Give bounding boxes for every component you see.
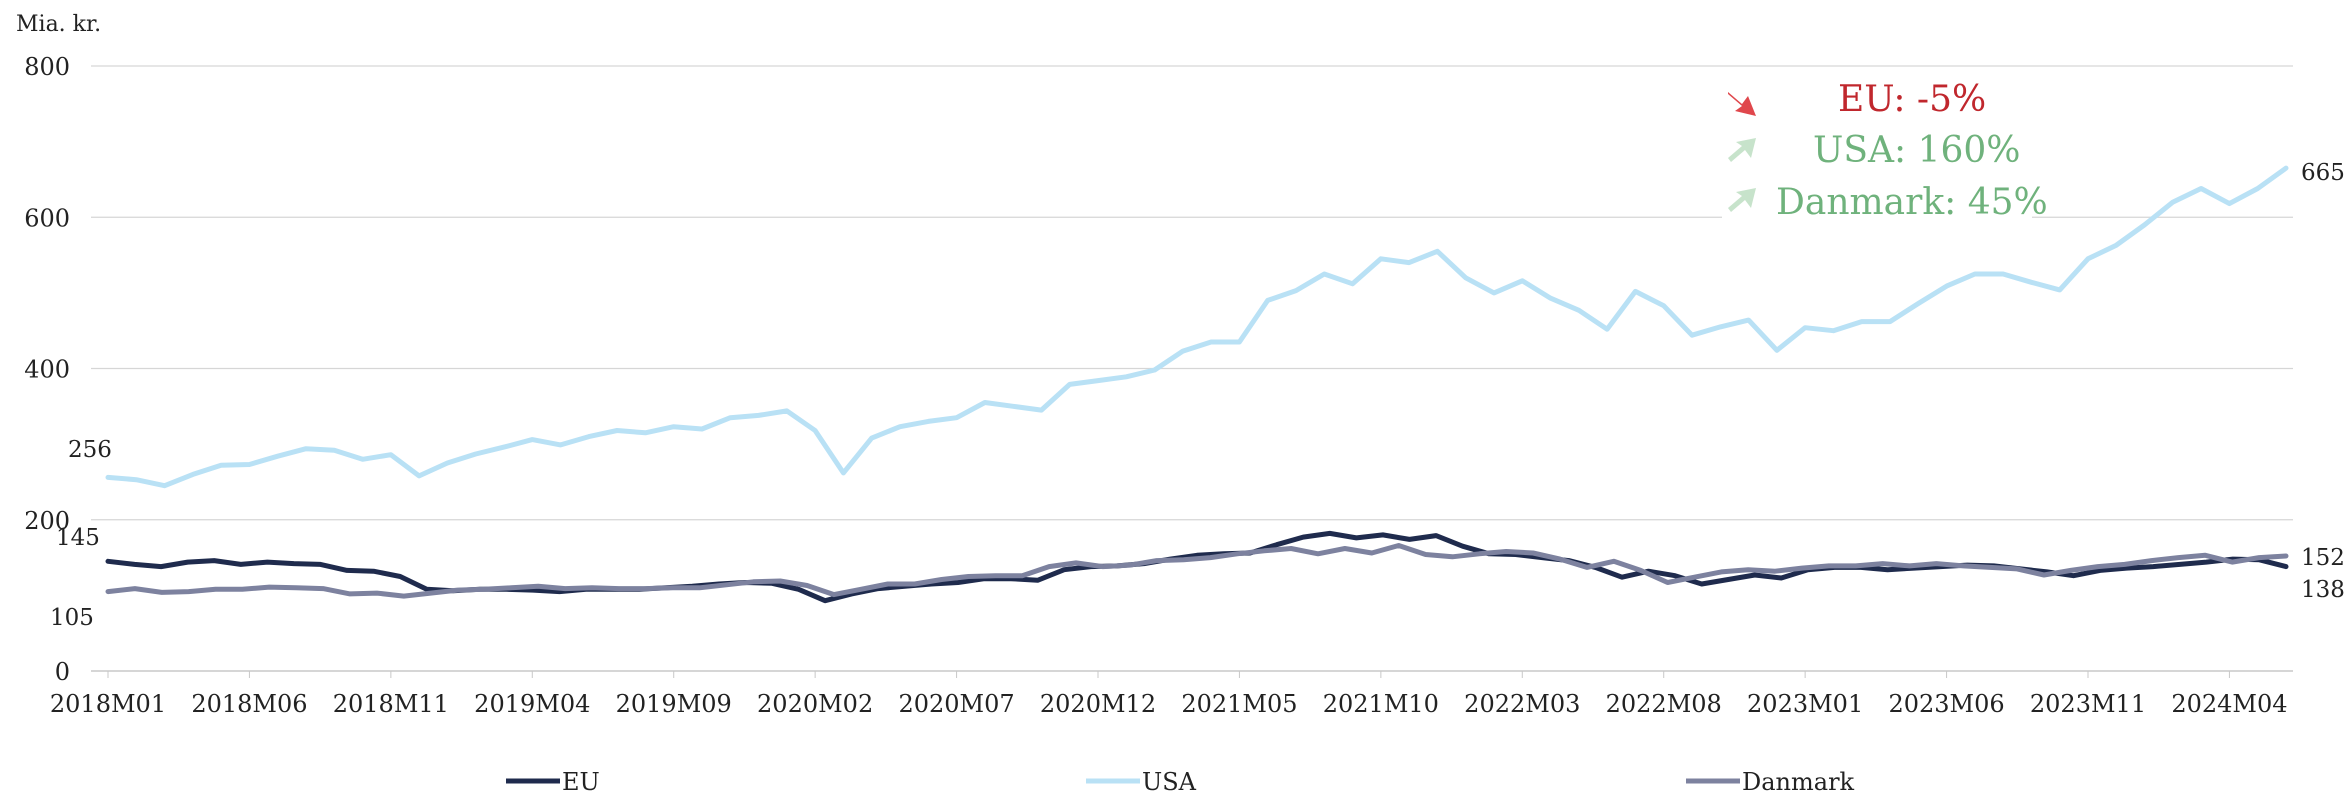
x-tick-label: 2019M04 (474, 690, 590, 718)
y-tick-label: 200 (24, 507, 70, 535)
x-tick-label: 2020M02 (757, 690, 873, 718)
x-tick-label: 2021M10 (1323, 690, 1439, 718)
y-tick-label: 600 (24, 204, 70, 232)
series-line-danmark (105, 543, 2289, 599)
label-eu-last: 138 (2301, 577, 2345, 603)
y-tick-label: 800 (24, 53, 70, 81)
label-eu-first: 145 (56, 525, 100, 551)
x-tick-label: 2023M06 (1888, 690, 2004, 718)
arrow-down-icon (1728, 92, 1756, 116)
x-tick-label: 2018M01 (50, 690, 166, 718)
x-tick-labels: 2018M01 2018M06 2018M11 2019M04 2019M09 2020M… (50, 671, 2288, 718)
x-tick-label: 2020M12 (1040, 690, 1156, 718)
arrow-up-icon (1728, 188, 1756, 212)
x-tick-label: 2023M11 (2030, 690, 2146, 718)
label-danmark-last: 152 (2301, 545, 2345, 571)
x-tick-label: 2022M08 (1606, 690, 1722, 718)
label-usa-first: 256 (68, 437, 112, 463)
x-tick-label: 2023M01 (1747, 690, 1863, 718)
legend-eu: EU (562, 768, 600, 794)
series-line-usa (105, 165, 2289, 489)
label-usa-last: 665 (2301, 160, 2345, 186)
y-axis-label: Mia. kr. (16, 12, 101, 37)
annotation-usa: USA: 160% (1813, 130, 2021, 171)
legend: EU USA Danmark (506, 768, 1855, 794)
y-tick-labels: 0 200 400 600 800 (24, 53, 70, 686)
x-tick-label: 2024M04 (2171, 690, 2287, 718)
label-danmark-first: 105 (50, 605, 94, 631)
series-lines (105, 165, 2289, 604)
x-tick-label: 2018M06 (191, 690, 307, 718)
legend-danmark: Danmark (1742, 768, 1855, 794)
x-tick-label: 2019M09 (616, 690, 732, 718)
x-tick-label: 2022M03 (1464, 690, 1580, 718)
arrow-up-icon (1728, 138, 1756, 162)
y-tick-label: 0 (55, 658, 70, 686)
legend-usa: USA (1142, 768, 1197, 794)
y-tick-label: 400 (24, 356, 70, 384)
annotation-box: EU: -5% USA: 160% Danmark: 45% (1722, 76, 2048, 226)
x-tick-label: 2020M07 (898, 690, 1014, 718)
x-tick-label: 2021M05 (1181, 690, 1297, 718)
annotation-eu: EU: -5% (1838, 79, 1986, 120)
x-tick-label: 2018M11 (333, 690, 449, 718)
annotation-danmark: Danmark: 45% (1776, 182, 2048, 223)
